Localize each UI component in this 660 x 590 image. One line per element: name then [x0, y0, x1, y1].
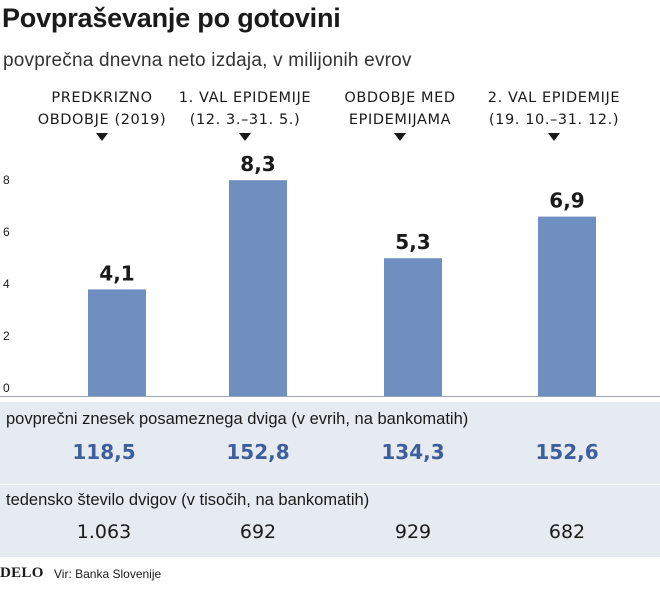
- weekly-withdrawals-title: tedensko število dvigov (v tisočih, na b…: [6, 491, 370, 509]
- pointer-triangle-icon: [548, 133, 560, 141]
- weekly-withdrawals-value: 692: [239, 521, 277, 543]
- bar: [384, 258, 442, 396]
- delo-logo: DELO: [0, 565, 44, 581]
- source-note: Vir: Banka Slovenije: [54, 567, 162, 581]
- category-labels: PREDKRIZNO OBDOBJE (2019) 1. VAL EPIDEMIJE…: [38, 90, 620, 141]
- withdrawal-amount-value: 152,8: [226, 440, 290, 464]
- chart-title: Povpraševanje po gotovini: [2, 3, 341, 33]
- weekly-withdrawals-value: 682: [548, 521, 586, 543]
- weekly-withdrawals-band: tedensko število dvigov (v tisočih, na b…: [0, 485, 660, 557]
- withdrawal-amount-band: povprečni znesek posameznega dviga (v ev…: [0, 402, 660, 484]
- withdrawal-amount-title: povprečni znesek posameznega dviga (v ev…: [6, 410, 469, 428]
- category-label: (12. 3.–31. 5.): [190, 112, 301, 128]
- category-label: OBDOBJE MED: [344, 90, 455, 106]
- withdrawal-amount-value: 134,3: [381, 440, 445, 464]
- bar-value-label: 4,1: [99, 261, 134, 285]
- y-tick-label: 2: [3, 329, 10, 343]
- category-label: 1. VAL EPIDEMIJE: [179, 90, 311, 106]
- category-label: EPIDEMIJAMA: [349, 112, 451, 128]
- pointer-triangle-icon: [96, 133, 108, 141]
- category-label: (19. 10.–31. 12.): [489, 112, 619, 128]
- chart-subtitle: povprečna dnevna neto izdaja, v milijoni…: [3, 50, 412, 71]
- y-tick-label: 6: [3, 225, 10, 239]
- weekly-withdrawals-value: 929: [394, 521, 432, 543]
- weekly-withdrawals-values: 1.063 692 929 682: [0, 521, 660, 551]
- y-tick-label: 0: [3, 381, 10, 395]
- withdrawal-amount-value: 152,6: [535, 440, 599, 464]
- bar: [538, 216, 596, 396]
- y-tick-label: 8: [3, 173, 10, 187]
- bar-value-label: 5,3: [395, 230, 430, 254]
- bar-value-label: 6,9: [549, 189, 584, 213]
- withdrawal-amount-values: 118,5 152,8 134,3 152,6: [0, 440, 660, 470]
- category-label: PREDKRIZNO: [51, 90, 152, 106]
- y-tick-label: 4: [3, 277, 10, 291]
- bar-chart: 0 2 4 6 8 4,1 8,3 5,3 6,9 PREDKRIZNO OBDOBJE (20…: [0, 90, 660, 397]
- category-label: 2. VAL EPIDEMIJE: [488, 90, 620, 106]
- category-label: OBDOBJE (2019): [38, 112, 167, 128]
- bar: [229, 180, 287, 396]
- withdrawal-amount-value: 118,5: [72, 440, 136, 464]
- bar-value-label: 8,3: [240, 152, 275, 176]
- y-axis: 0 2 4 6 8: [0, 173, 660, 397]
- pointer-triangle-icon: [394, 133, 406, 141]
- footer: DELO Vir: Banka Slovenije: [0, 560, 660, 590]
- pointer-triangle-icon: [239, 133, 251, 141]
- bar: [88, 289, 146, 396]
- bars: 4,1 8,3 5,3 6,9: [88, 152, 596, 396]
- weekly-withdrawals-value: 1.063: [76, 521, 132, 543]
